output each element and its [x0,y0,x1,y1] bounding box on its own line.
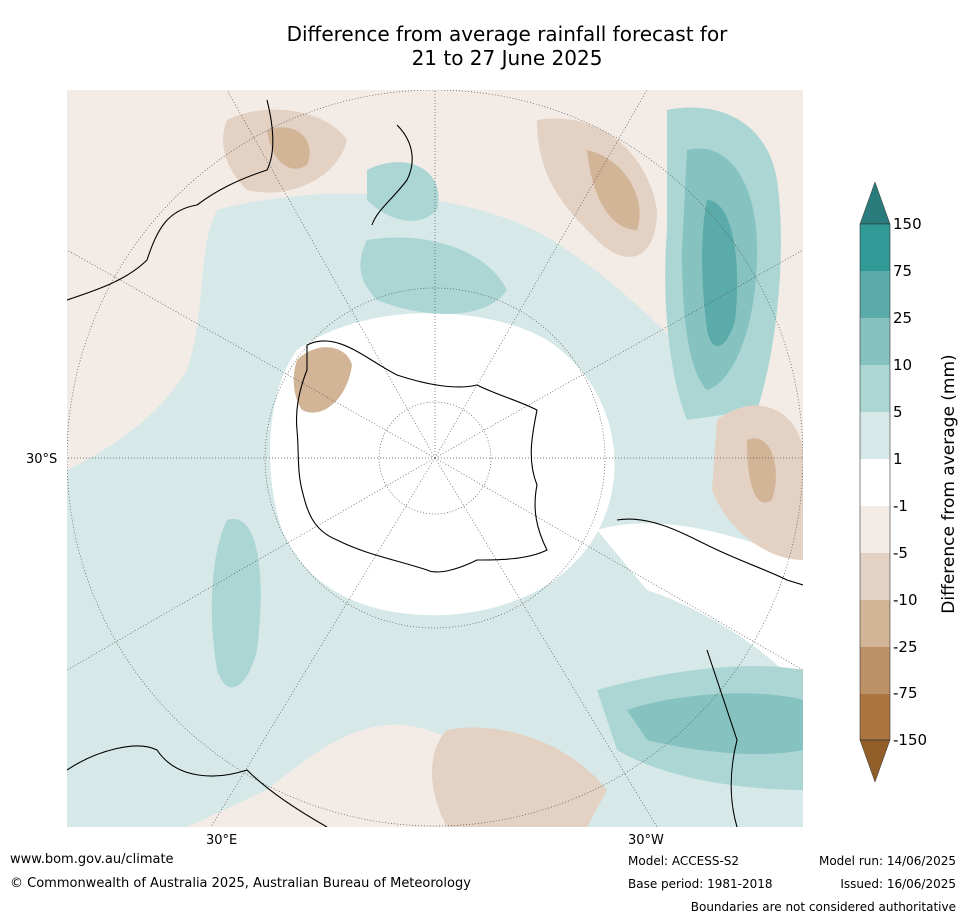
africa-coastline [67,745,328,827]
map-svg [67,90,803,827]
region-dry-antarctic-peninsula [293,347,352,413]
colorbar-extend-bottom [859,739,891,782]
model-run-text: Model run: 14/06/2025 [818,854,956,868]
south-america-coastline-south [616,518,803,586]
colorbar-tick: -25 [893,638,918,656]
colorbar-band-m25-m75 [860,647,890,694]
base-period-text: Base period: 1981-2018 [628,877,773,891]
colorbar-band-m1-m5 [860,506,890,553]
region-drier-australia [267,127,310,169]
region-wettest-atlantic [702,200,738,347]
colorbar-band-1-5 [860,412,890,459]
colorbar-tick: -150 [893,731,928,749]
disclaimer-text: Boundaries are not considered authoritat… [690,900,956,914]
colorbar-band-neutral [860,459,890,506]
colorbar-tick: -75 [893,684,918,702]
colorbar-title: Difference from average (mm) [939,354,959,614]
region-wet-south-west-pacific [360,237,507,314]
region-wet-new-zealand [367,162,439,221]
colorbar-tick: 25 [893,309,913,327]
colorbar-extend-top [859,182,891,225]
colorbar-outline [859,223,891,741]
region-wetter-south-atlantic [627,693,803,755]
rainfall-map [67,90,803,827]
issued-text: Issued: 16/06/2025 [840,877,956,891]
colorbar-tick: 1 [893,450,903,468]
new-zealand-coastline [371,124,413,226]
colorbar-band-m10-m25 [860,600,890,647]
australia-coastline [67,99,274,301]
colorbar-band-25-75 [860,271,890,318]
lon-label-30e: 30°E [206,833,238,848]
coastlines [67,99,803,827]
colorbar-tick: 150 [893,215,922,233]
colorbar-band-75-150 [860,224,890,271]
colorbar-tick: -10 [893,591,918,609]
region-wet-indian-ocean [211,518,261,688]
colorbar-band-5-10 [860,365,890,412]
colorbar-band-m75-m150 [860,694,890,740]
region-dry-southern-ocean [432,727,607,827]
colorbar [859,182,891,782]
antarctica-coastline [295,340,548,573]
copyright-text: © Commonwealth of Australia 2025, Austra… [10,876,471,891]
colorbar-tick: 5 [893,403,903,421]
lat-circle-80 [378,401,492,515]
colorbar-tick: 75 [893,262,913,280]
title-line-1: Difference from average rainfall forecas… [286,22,728,46]
lat-label-30s: 30°S [26,452,58,467]
graticule [67,90,803,827]
colorbar-tick: 10 [893,356,913,374]
lat-circle-60 [264,287,606,629]
colorbar-band-m5-m10 [860,553,890,600]
region-drier-south-america [747,438,776,503]
title-line-2: 21 to 27 June 2025 [411,46,603,70]
model-text: Model: ACCESS-S2 [628,854,740,868]
region-drier-south-pacific [587,150,640,230]
lon-label-30w: 30°W [628,833,664,848]
colorbar-tick: -5 [893,544,908,562]
colorbar-tick: -1 [893,497,908,515]
south-america-coastline-east [706,649,738,827]
region-neutral-antarctica [270,313,615,616]
colorbar-band-10-25 [860,318,890,365]
website-link[interactable]: www.bom.gov.au/climate [10,852,174,867]
chart-title: Difference from average rainfall forecas… [0,22,965,70]
